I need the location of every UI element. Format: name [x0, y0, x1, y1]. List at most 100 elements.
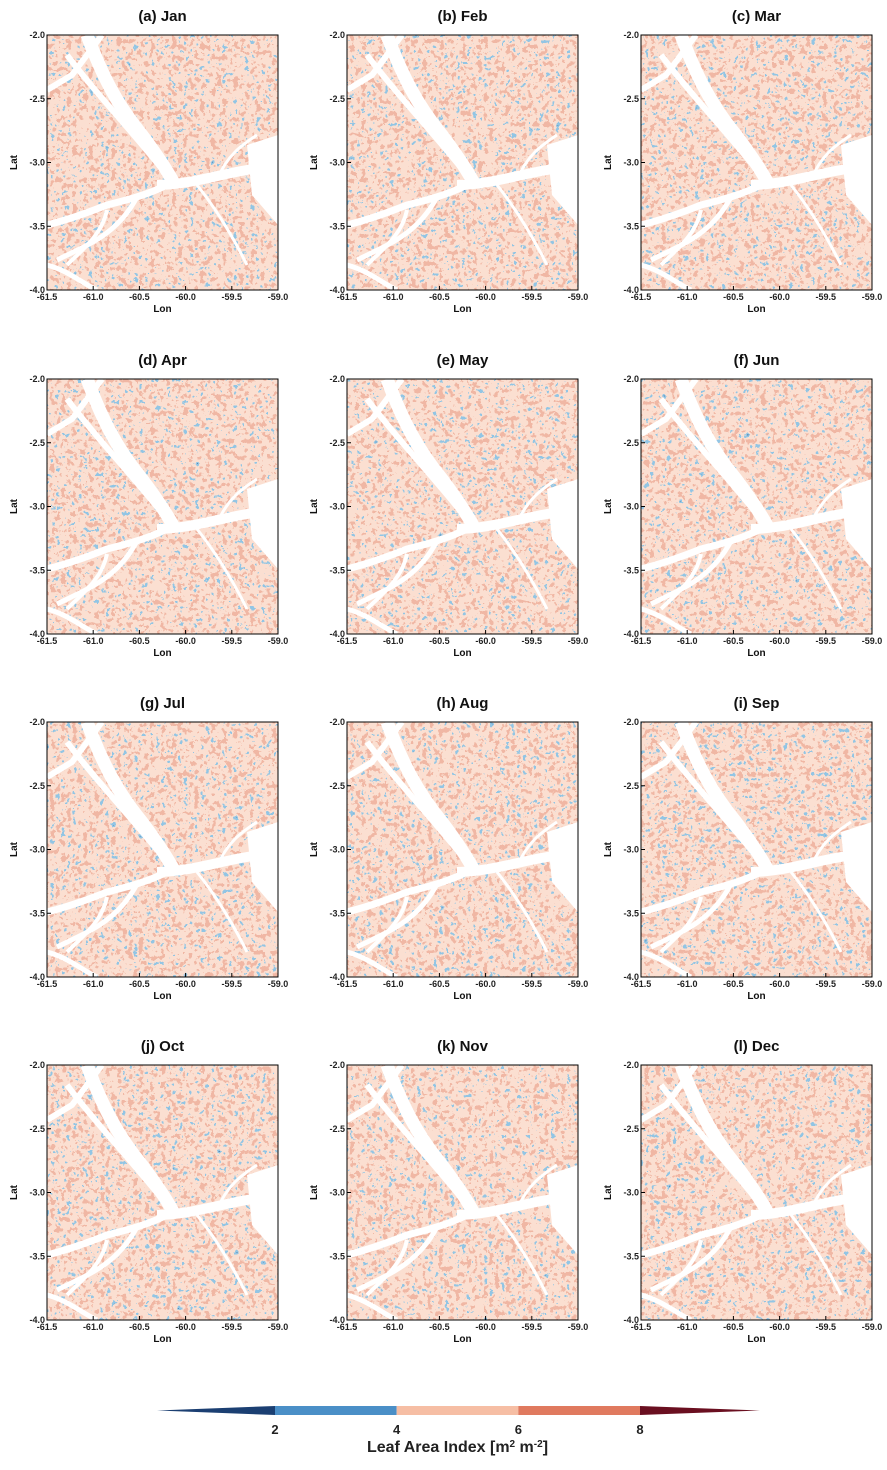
y-tick-label: -2.0	[329, 1060, 345, 1070]
y-tick-label: -2.5	[623, 438, 639, 448]
label-part: m	[515, 1439, 534, 1456]
y-tick-label: -4.0	[623, 972, 639, 982]
x-tick-label: -59.5	[522, 292, 543, 302]
y-tick-label: -3.5	[329, 221, 345, 231]
y-tick-label: -2.5	[29, 94, 45, 104]
x-tick-label: -60.5	[429, 979, 450, 989]
label-part: 2	[510, 1439, 516, 1450]
panel-title: (h) Aug	[437, 695, 489, 712]
y-axis-label: Lat	[603, 841, 614, 857]
y-tick-label: -2.0	[29, 717, 45, 727]
x-tick-label: -59.5	[522, 1322, 543, 1332]
x-tick-label: -59.0	[268, 1322, 289, 1332]
panel-title: (i) Sep	[734, 695, 780, 712]
x-tick-label: -59.0	[568, 1322, 589, 1332]
y-tick-label: -4.0	[623, 1315, 639, 1325]
x-axis-label: Lon	[153, 1334, 171, 1345]
x-tick-label: -59.0	[568, 292, 589, 302]
x-tick-label: -60.0	[175, 636, 196, 646]
y-tick-label: -4.0	[329, 1315, 345, 1325]
x-tick-label: -61.5	[631, 1322, 652, 1332]
y-tick-label: -3.5	[29, 908, 45, 918]
y-tick-label: -4.0	[623, 629, 639, 639]
y-tick-label: -4.0	[29, 1315, 45, 1325]
y-tick-label: -3.0	[29, 158, 45, 168]
y-tick-label: -4.0	[29, 629, 45, 639]
x-axis-label: Lon	[453, 648, 471, 659]
panel-title: (c) Mar	[732, 8, 781, 25]
x-tick-label: -60.5	[129, 1322, 150, 1332]
x-tick-label: -59.5	[522, 979, 543, 989]
x-tick-label: -60.5	[129, 979, 150, 989]
map-panel	[47, 1065, 278, 1320]
y-tick-label: -2.0	[329, 374, 345, 384]
y-axis-label: Lat	[9, 498, 20, 514]
panel-title: (b) Feb	[438, 8, 488, 25]
y-axis-label: Lat	[309, 841, 320, 857]
panel-title: (a) Jan	[138, 8, 186, 25]
y-tick-label: -2.0	[29, 30, 45, 40]
y-axis-label: Lat	[309, 154, 320, 170]
x-tick-label: -60.5	[723, 292, 744, 302]
x-tick-label: -61.5	[337, 636, 358, 646]
x-axis-label: Lon	[153, 991, 171, 1002]
label-part: -2	[534, 1439, 543, 1450]
x-tick-label: -61.0	[83, 1322, 104, 1332]
panel-title: (d) Apr	[138, 352, 187, 369]
y-tick-label: -4.0	[29, 285, 45, 295]
map-panel	[47, 35, 278, 290]
x-tick-label: -60.5	[129, 292, 150, 302]
y-tick-label: -3.5	[329, 1251, 345, 1261]
panel-title: (k) Nov	[437, 1038, 488, 1055]
y-tick-label: -3.5	[29, 221, 45, 231]
y-tick-label: -2.5	[623, 94, 639, 104]
x-tick-label: -59.0	[862, 636, 883, 646]
x-tick-label: -60.0	[475, 1322, 496, 1332]
x-tick-label: -60.0	[769, 1322, 790, 1332]
x-tick-label: -59.0	[268, 636, 289, 646]
x-axis-label: Lon	[453, 1334, 471, 1345]
panel-title: (e) May	[437, 352, 489, 369]
x-tick-label: -59.5	[222, 1322, 243, 1332]
x-tick-label: -61.5	[337, 292, 358, 302]
x-tick-label: -60.5	[429, 1322, 450, 1332]
label-part: ]	[543, 1439, 548, 1456]
x-tick-label: -60.0	[475, 636, 496, 646]
x-tick-label: -60.5	[723, 979, 744, 989]
colorbar-over	[640, 1406, 760, 1415]
y-tick-label: -3.5	[623, 221, 639, 231]
y-tick-label: -3.0	[623, 502, 639, 512]
x-tick-label: -59.5	[222, 636, 243, 646]
y-tick-label: -3.5	[623, 565, 639, 575]
x-tick-label: -61.5	[337, 979, 358, 989]
x-tick-label: -61.0	[83, 292, 104, 302]
x-tick-label: -61.5	[37, 979, 58, 989]
x-tick-label: -60.0	[475, 979, 496, 989]
x-tick-label: -61.0	[383, 292, 404, 302]
map-panel	[641, 1065, 872, 1320]
x-tick-label: -59.5	[222, 979, 243, 989]
y-axis-label: Lat	[9, 1184, 20, 1200]
panel-title: (j) Oct	[141, 1038, 184, 1055]
x-tick-label: -59.5	[522, 636, 543, 646]
colorbar-tick-label: 2	[271, 1422, 278, 1437]
map-panel	[641, 722, 872, 977]
x-tick-label: -61.0	[677, 979, 698, 989]
label-part: Leaf Area Index [m	[367, 1439, 510, 1456]
x-tick-label: -59.0	[862, 1322, 883, 1332]
map-panel	[347, 379, 578, 634]
y-tick-label: -2.0	[29, 1060, 45, 1070]
x-tick-label: -59.0	[862, 979, 883, 989]
y-axis-label: Lat	[309, 1184, 320, 1200]
map-panel	[641, 379, 872, 634]
y-tick-label: -2.5	[329, 781, 345, 791]
x-axis-label: Lon	[453, 991, 471, 1002]
x-tick-label: -60.0	[175, 979, 196, 989]
y-tick-label: -3.5	[329, 565, 345, 575]
x-tick-label: -61.5	[631, 979, 652, 989]
y-tick-label: -3.5	[29, 565, 45, 575]
y-tick-label: -2.0	[623, 1060, 639, 1070]
map-panel	[347, 35, 578, 290]
